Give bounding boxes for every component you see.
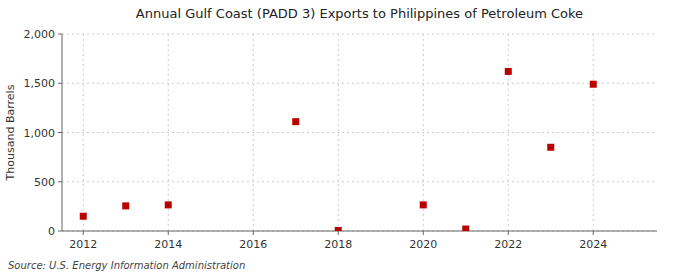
chart-svg: Annual Gulf Coast (PADD 3) Exports to Ph… [0,0,675,275]
y-grid-line [62,181,657,182]
x-grid-line [508,34,509,231]
point [80,213,87,220]
x-tick [338,231,339,235]
point [590,81,597,88]
y-axis-line [62,34,63,231]
grid [62,34,657,231]
x-grid-line [593,34,594,231]
y-tick [58,231,62,232]
x-axis-line [62,231,657,232]
data-points [80,68,597,231]
point [292,118,299,125]
y-tick-label: 1,000 [24,127,56,140]
y-tick-label: 0 [48,225,55,238]
point [505,68,512,75]
y-tick [58,34,62,35]
x-grid-line [338,34,339,231]
point [165,201,172,208]
point [547,144,554,151]
source-note: Source: U.S. Energy Information Administ… [8,260,245,271]
y-grid-line [62,132,657,133]
y-tick-label: 1,500 [24,77,56,90]
y-tick [58,181,62,182]
x-tick-label: 2014 [154,238,182,251]
point [122,202,129,209]
title: Annual Gulf Coast (PADD 3) Exports to Ph… [136,6,583,21]
point [420,201,427,208]
y-tick-label: 2,000 [24,28,56,41]
x-grid-line [83,34,84,231]
x-tick [253,231,254,235]
x-grid-line [253,34,254,231]
x-tick-label: 2022 [494,238,522,251]
y-grid-line [62,231,657,232]
x-tick-label: 2018 [324,238,352,251]
x-tick-label: 2016 [239,238,267,251]
x-tick [423,231,424,235]
x-tick [83,231,84,235]
x-tick [508,231,509,235]
x-tick-label: 2024 [579,238,607,251]
point [462,226,469,231]
y-tick [58,83,62,84]
x-tick [168,231,169,235]
x-tick-label: 2020 [409,238,437,251]
point [335,227,342,231]
y-grid-line [62,83,657,84]
y-grid-line [62,34,657,35]
x-tick [593,231,594,235]
y-axis-label: Thousand Barrels [4,84,17,181]
x-tick-label: 2012 [69,238,97,251]
chart-container: Annual Gulf Coast (PADD 3) Exports to Ph… [0,0,675,275]
y-tick-label: 500 [34,176,55,189]
y-tick [58,132,62,133]
